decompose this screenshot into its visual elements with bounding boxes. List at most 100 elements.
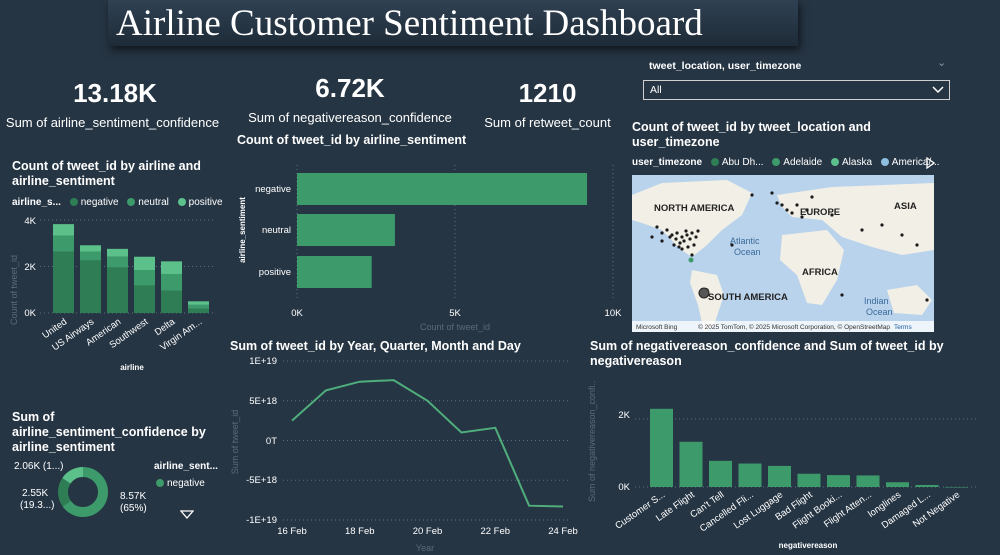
donut-legend: negative	[150, 478, 205, 489]
sentiment-xtick-0k: 0K	[291, 308, 303, 319]
bar-negative-2	[107, 267, 128, 313]
tweet-id-line-chart: Sum of tweet_id 1E+19 5E+18 0T -5E+18 -1…	[230, 356, 578, 553]
slicer-label: tweet_location, user_timezone	[649, 60, 802, 72]
kpi-label-retweet-count: Sum of retweet_count	[484, 115, 611, 130]
kpi-label-negativereason-confidence: Sum of negativereason_confidence	[248, 110, 452, 125]
line-ytick: 0T	[266, 436, 277, 447]
airline-chart-title: Count of tweet_id by airline and airline…	[12, 159, 201, 188]
sentiment-category-label: positive	[259, 267, 291, 278]
map-point	[675, 231, 679, 235]
bar-negreason-3	[738, 463, 762, 487]
donut-label-negative-pct: (65%)	[120, 503, 147, 514]
map-label-europe: EUROPE	[800, 207, 841, 218]
map-label-south-america: SOUTH AMERICA	[708, 292, 788, 303]
map-point	[650, 235, 654, 239]
map-point	[800, 215, 804, 219]
map-terms-link[interactable]: Terms	[894, 324, 912, 331]
bar-positive-3	[134, 256, 155, 270]
airline-chart-xlabel: airline	[120, 363, 144, 372]
map-point	[795, 203, 799, 207]
map-point	[780, 203, 784, 207]
map-legend: user_timezone Abu Dh... Adelaide Alaska …	[632, 157, 940, 168]
map-point	[880, 223, 884, 227]
kpi-value-sentiment-confidence: 13.18K	[73, 78, 157, 108]
donut-legend-label: airline_sent...	[154, 461, 218, 472]
bar-negreason-9	[915, 484, 939, 487]
map-point	[655, 225, 659, 229]
map-point	[790, 211, 794, 215]
line-chart-xlabel: Year	[416, 543, 434, 553]
map-legend-item[interactable]: Adelaide	[783, 157, 823, 168]
airline-legend-neutral[interactable]: neutral	[138, 197, 169, 208]
bar-negreason-8	[886, 482, 909, 487]
map-point	[668, 235, 672, 239]
map-point	[680, 247, 684, 251]
map-legend-item[interactable]: Abu Dh...	[721, 157, 764, 168]
map-legend-item[interactable]: America/...	[891, 157, 940, 168]
bar-positive-2	[107, 248, 128, 257]
line-ytick: 1E+19	[249, 356, 277, 367]
map-point	[670, 233, 674, 237]
bar-negreason-4	[768, 465, 791, 487]
map-point	[692, 243, 696, 247]
airline-legend-negative[interactable]: negative	[80, 197, 119, 208]
line-xtick: 24 Feb	[548, 526, 578, 537]
kpi-label-sentiment-confidence: Sum of airline_sentiment_confidence	[5, 115, 220, 130]
legend-scroll-down-icon[interactable]	[180, 510, 194, 520]
map-point	[805, 208, 809, 212]
kpi-value-retweet-count: 1210	[518, 78, 577, 108]
map-point	[677, 245, 681, 249]
airline-ytick-0k: 0K	[24, 308, 36, 319]
map-legend-label: user_timezone	[632, 157, 703, 168]
legend-marker	[880, 158, 889, 167]
bar-neutral-1	[80, 251, 101, 261]
slicer-clear-icon[interactable]: ⌄	[937, 57, 947, 69]
bar-negreason-7	[856, 475, 880, 487]
bar-negreason-5	[797, 473, 821, 487]
negreason-chart-title: Sum of negativereason_confidence and Sum…	[590, 339, 944, 368]
map-point	[680, 235, 684, 239]
airline-ytick-2k: 2K	[24, 262, 36, 273]
donut-label-negative: 8.57K	[120, 491, 147, 502]
line-xtick: 20 Feb	[413, 526, 443, 537]
legend-marker	[772, 158, 781, 167]
donut-legend-negative[interactable]: negative	[167, 478, 205, 489]
map-label-africa: AFRICA	[802, 267, 838, 278]
map-point	[660, 239, 664, 243]
bar-negative-4	[161, 290, 182, 313]
world-map[interactable]: NORTH AMERICA EUROPE ASIA AFRICA SOUTH A…	[632, 175, 934, 332]
bar-neutral-3	[134, 269, 155, 286]
legend-positive-marker	[177, 198, 186, 207]
map-label-indian: Indian	[864, 296, 889, 306]
bar-positive	[297, 256, 372, 288]
map-copyright: © 2025 TomTom, © 2025 Microsoft Corporat…	[698, 324, 891, 331]
map-point	[674, 237, 678, 241]
map-point	[694, 235, 698, 239]
bar-negreason-1	[679, 441, 703, 487]
bar-negative-3	[134, 285, 155, 313]
airline-legend-positive[interactable]: positive	[188, 197, 223, 208]
donut-slice-positive	[58, 467, 108, 517]
legend-next-icon[interactable]	[926, 157, 935, 169]
map-point	[660, 231, 664, 235]
sentiment-category-label: negative	[255, 184, 291, 195]
map-attribution-bar	[632, 321, 934, 332]
map-label-atlantic-ocean: Ocean	[734, 247, 761, 257]
map-point	[900, 233, 904, 237]
bar-negative-5	[188, 308, 209, 313]
bar-neutral-5	[188, 304, 209, 309]
map-point	[690, 253, 694, 257]
airline-legend-label: airline_s...	[12, 197, 61, 208]
map-label-asia: ASIA	[894, 201, 917, 212]
line-ytick: 5E+18	[249, 396, 277, 407]
bar-negreason-6	[827, 475, 850, 487]
page-title: Airline Customer Sentiment Dashboard	[116, 3, 703, 44]
sentiment-bar-chart: airline_sentiment negative neutral positiv…	[238, 165, 622, 332]
map-legend-item[interactable]: Alaska	[842, 157, 873, 168]
map-point	[925, 298, 929, 302]
sentiment-chart-ylabel: airline_sentiment	[238, 197, 247, 263]
map-point	[698, 287, 710, 299]
map-brand: Microsoft Bing	[636, 324, 678, 331]
bar-negreason-2	[709, 460, 732, 487]
location-slicer-dropdown[interactable]: All	[643, 80, 950, 100]
